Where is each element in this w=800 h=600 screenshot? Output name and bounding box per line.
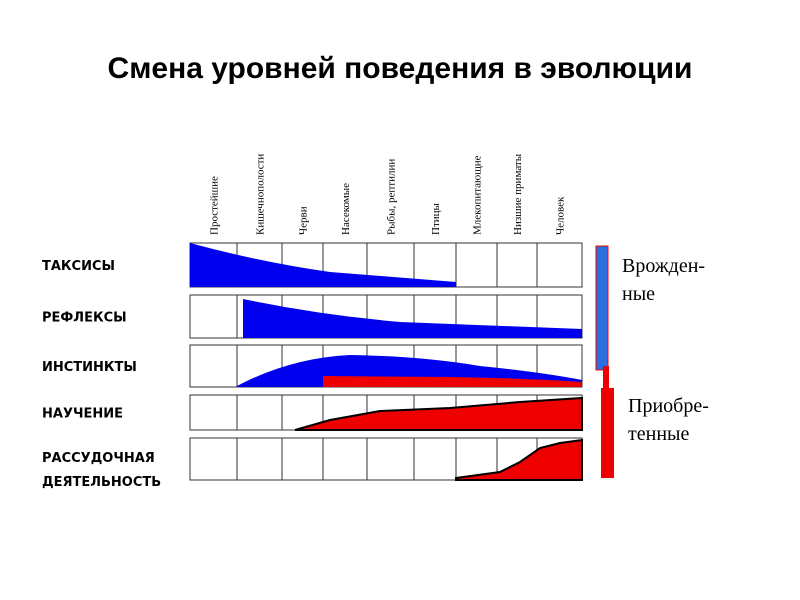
- row-label: ИНСТИНКТЫ: [42, 360, 137, 375]
- cell: [236, 394, 283, 431]
- legend-text: ные: [622, 283, 655, 305]
- cell: [366, 437, 415, 481]
- innate-bar: [595, 245, 609, 371]
- innate-area: [243, 299, 582, 338]
- column-label: Птицы: [430, 202, 442, 235]
- row-label: НАУЧЕНИЕ: [42, 407, 123, 422]
- column-label: Кишечнополости: [255, 154, 267, 235]
- cell: [322, 437, 368, 481]
- legend-text: Приобре-: [628, 395, 709, 417]
- cell: [189, 437, 238, 481]
- cell: [413, 437, 457, 481]
- column-label: Рыбы, рептилии: [386, 159, 398, 235]
- column-label: Низшие приматы: [512, 153, 524, 235]
- row-label: РАССУДОЧНАЯ: [42, 451, 155, 466]
- innate-area: [190, 243, 456, 287]
- column-label: Человек: [555, 196, 567, 235]
- column-label: Насекомые: [340, 183, 352, 235]
- column-label: Простейшие: [209, 176, 221, 235]
- legend-text: Врожден-: [622, 255, 705, 277]
- cell: [189, 344, 238, 388]
- cell: [496, 242, 538, 288]
- acquired-area: [294, 396, 583, 431]
- cell: [536, 242, 583, 288]
- column-label: Черви: [298, 206, 310, 235]
- legend-text: тенные: [628, 423, 689, 445]
- cell: [236, 437, 283, 481]
- cell: [189, 294, 238, 339]
- column-label: Млекопитающие: [472, 155, 484, 235]
- acquired-bar: [603, 366, 609, 390]
- row-label: РЕФЛЕКСЫ: [42, 311, 127, 326]
- cell: [455, 242, 498, 288]
- row-label: ТАКСИСЫ: [42, 259, 115, 274]
- shapes: [190, 243, 614, 481]
- cell: [281, 437, 324, 481]
- acquired-bar: [601, 388, 614, 478]
- title: Смена уровней поведения в эволюции: [108, 52, 693, 85]
- acquired-area: [455, 438, 583, 481]
- row-label: ДЕЯТЕЛЬНОСТЬ: [42, 475, 161, 490]
- acquired-area: [323, 376, 582, 387]
- cell: [189, 394, 238, 431]
